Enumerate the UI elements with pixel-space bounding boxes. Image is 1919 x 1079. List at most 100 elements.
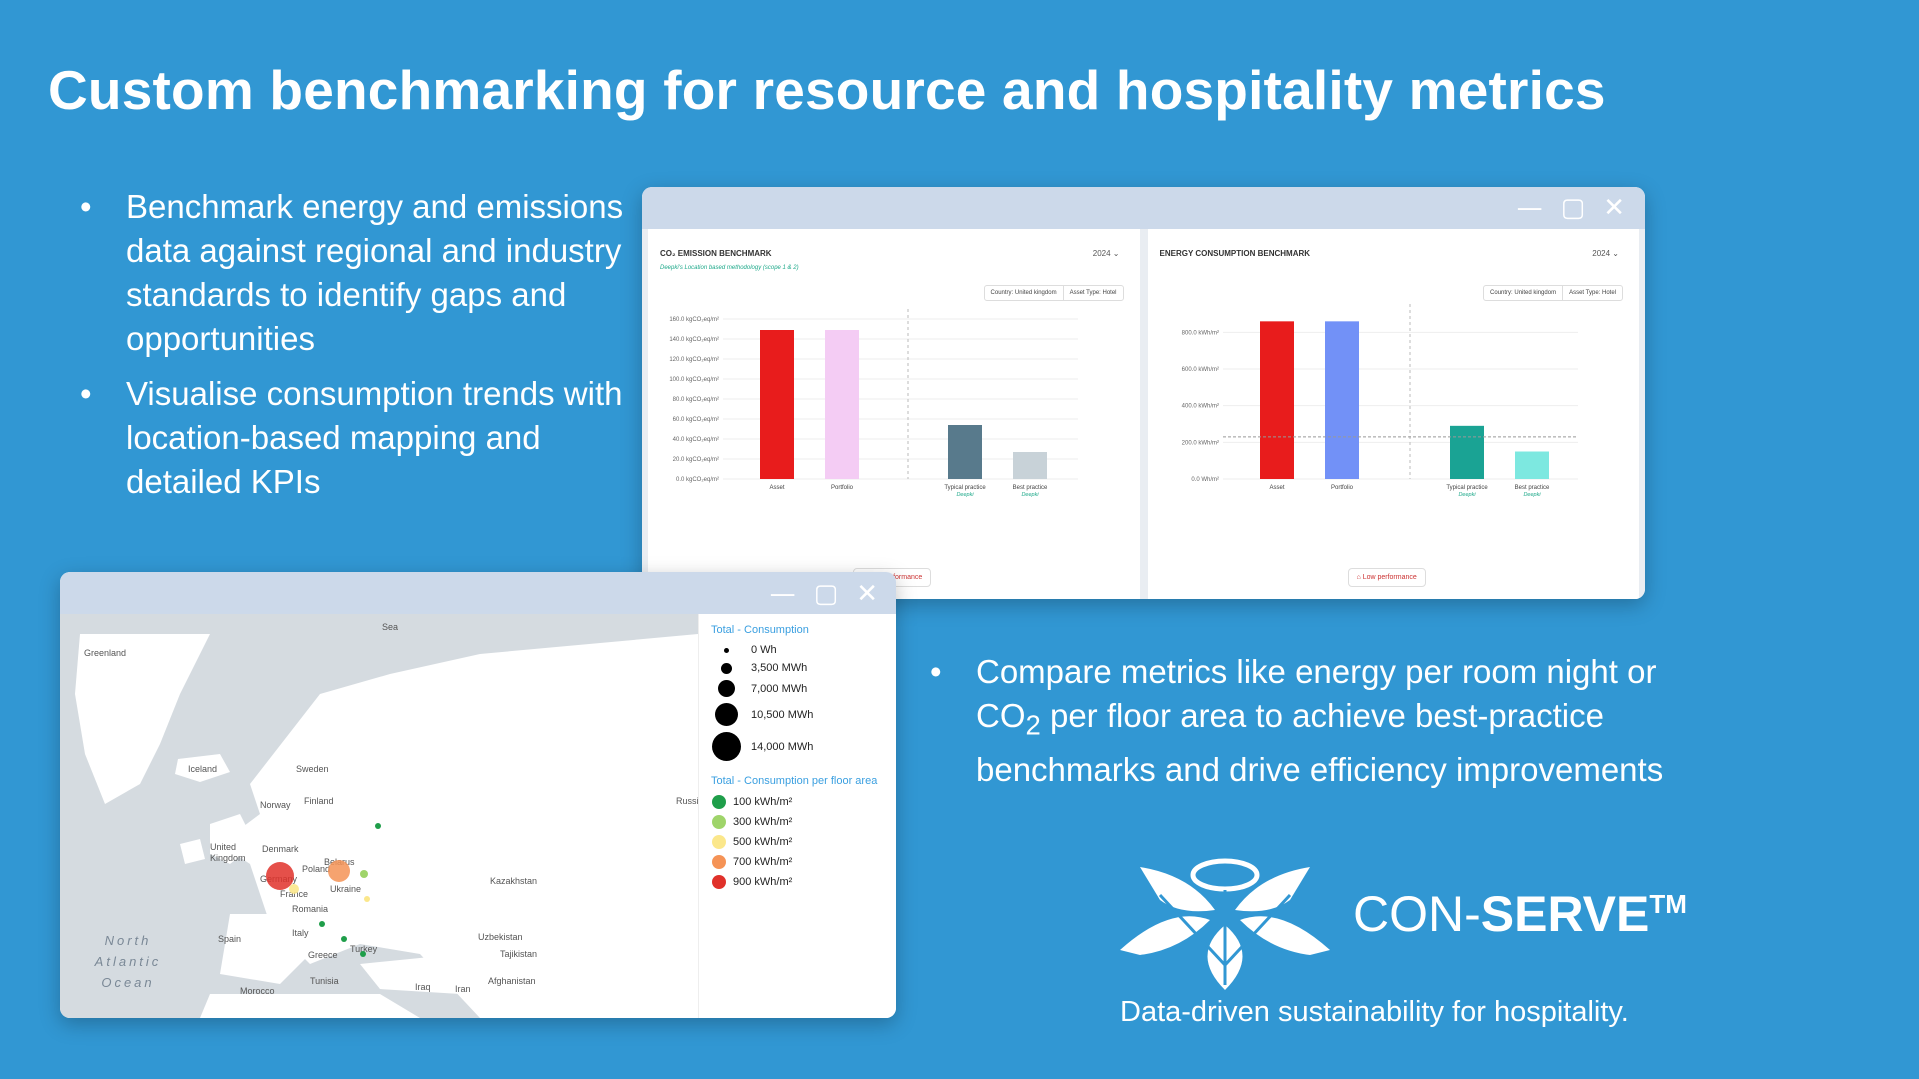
legend-color-label: 900 kWh/m² xyxy=(733,876,793,888)
co2-filter-chips: Country: United kingdom Asset Type: Hote… xyxy=(983,285,1124,301)
y-tick-label: 0.0 Wh/m² xyxy=(1191,477,1219,483)
brand-name-bold: SERVE xyxy=(1480,886,1650,942)
energy-filter-chips: Country: United kingdom Asset Type: Hote… xyxy=(1483,285,1623,301)
consumption-map[interactable]: Greenland Iceland Sea Sweden Finland Nor… xyxy=(60,614,698,1018)
brand-name: CON-SERVETM xyxy=(1353,885,1687,943)
legend-size-item: 0 Wh xyxy=(711,644,896,656)
co2-subscript: 2 xyxy=(1025,709,1041,741)
bubble-uk-london xyxy=(266,862,294,890)
maximize-icon[interactable]: ▢ xyxy=(1560,193,1586,223)
map-label-morocco: Morocco xyxy=(240,986,275,996)
europe-landmass xyxy=(75,634,698,1018)
minimize-icon[interactable]: — xyxy=(769,579,796,609)
map-label-iran: Iran xyxy=(455,984,471,994)
minimize-icon[interactable]: — xyxy=(1516,193,1543,223)
bar xyxy=(948,425,982,479)
window-titlebar[interactable]: — ▢ ✕ xyxy=(60,572,896,614)
country-filter[interactable]: Country: United kingdom xyxy=(1490,290,1557,296)
bullet-compare-post: per floor area to achieve best-practice … xyxy=(976,697,1664,788)
legend-color-label: 500 kWh/m² xyxy=(733,836,793,848)
map-label-tunisia: Tunisia xyxy=(310,976,339,986)
map-label-france: France xyxy=(280,889,309,899)
x-tick-label: Asset xyxy=(769,485,784,491)
legend-size-label: 0 Wh xyxy=(751,644,777,656)
y-tick-label: 160.0 kgCO₂eq/m² xyxy=(669,317,719,323)
bullet-compare: Compare metrics like energy per room nig… xyxy=(930,650,1710,792)
map-label-italy: Italy xyxy=(292,928,309,938)
energy-panel-title: ENERGY CONSUMPTION BENCHMARK xyxy=(1159,249,1311,258)
co2-panel-title: CO₂ EMISSION BENCHMARK xyxy=(660,249,772,258)
bar xyxy=(1514,451,1549,479)
legend-color-item: 700 kWh/m² xyxy=(711,855,896,869)
energy-year-value: 2024 xyxy=(1592,249,1611,258)
map-label-uzbekistan: Uzbekistan xyxy=(478,932,523,942)
map-label-russia: Russi xyxy=(676,796,698,806)
bubble-netherlands xyxy=(328,860,350,882)
low-performance-button[interactable]: ⌂ Low performance xyxy=(1347,568,1426,587)
map-label-norway: Norway xyxy=(260,800,291,810)
map-label-iceland: Iceland xyxy=(188,764,218,774)
con-serve-logo-icon xyxy=(1120,858,1330,990)
legend-size-label: 7,000 MWh xyxy=(751,682,808,695)
legend-color-title: Total - Consumption per floor area xyxy=(711,775,878,787)
x-sub-label: Deepki xyxy=(1523,492,1541,498)
window-titlebar[interactable]: — ▢ ✕ xyxy=(642,187,1645,229)
legend-size-label: 3,500 MWh xyxy=(751,662,808,674)
bubble-berlin xyxy=(360,870,368,878)
bar xyxy=(760,330,794,479)
y-tick-label: 140.0 kgCO₂eq/m² xyxy=(669,337,719,343)
close-icon[interactable]: ✕ xyxy=(1603,193,1625,223)
legend-color-item: 300 kWh/m² xyxy=(711,815,896,829)
co2-benchmark-panel: 0.0 kgCO₂eq/m² 20.0 kgCO₂eq/m² 40.0 kgCO₂e… xyxy=(648,229,1140,599)
bar xyxy=(1013,452,1047,479)
map-label-iraq: Iraq xyxy=(415,982,431,992)
x-tick-label: Typical practice xyxy=(944,485,986,491)
bubble-spain xyxy=(319,921,325,927)
brand-tagline: Data-driven sustainability for hospitali… xyxy=(1120,996,1629,1028)
legend-color-label: 300 kWh/m² xyxy=(733,816,793,828)
bullet-visualise: Visualise consumption trends with locati… xyxy=(80,372,640,504)
map-label-denmark: Denmark xyxy=(262,844,299,854)
co2-year-select[interactable]: 2024 ⌄ xyxy=(1093,249,1120,258)
energy-year-select[interactable]: 2024 ⌄ xyxy=(1592,249,1619,258)
x-sub-label: Deepki xyxy=(1021,492,1039,498)
benchmark-window: — ▢ ✕ 0.0 kgCO₂eq/m² 20.0 kgCO₂eq/m² 40.0 … xyxy=(642,187,1645,599)
bubble-greece xyxy=(360,951,366,957)
map-label-greenland: Greenland xyxy=(84,648,127,658)
low-performance-label: Low performance xyxy=(1362,574,1417,581)
y-tick-label: 60.0 kgCO₂eq/m² xyxy=(673,417,719,423)
close-icon[interactable]: ✕ xyxy=(856,579,878,609)
asset-type-filter[interactable]: Asset Type: Hotel xyxy=(1562,286,1622,300)
x-tick-label: Portfolio xyxy=(831,485,854,491)
bubble-paris xyxy=(289,884,299,894)
energy-benchmark-chart: 0.0 Wh/m² 200.0 kWh/m² 400.0 kWh/m² 600.0 k… xyxy=(1181,304,1578,498)
map-label-sweden: Sweden xyxy=(296,764,329,774)
co2-panel-subtitle: Deepki's Location based methodology (sco… xyxy=(660,265,799,271)
y-tick-label: 800.0 kWh/m² xyxy=(1181,330,1218,336)
bubble-stockholm xyxy=(375,823,381,829)
y-tick-label: 120.0 kgCO₂eq/m² xyxy=(669,357,719,363)
country-filter[interactable]: Country: United kingdom xyxy=(990,290,1057,296)
asset-type-filter[interactable]: Asset Type: Hotel xyxy=(1062,286,1123,300)
chevron-down-icon: ⌄ xyxy=(1112,249,1120,258)
y-tick-label: 80.0 kgCO₂eq/m² xyxy=(673,397,719,403)
legend-color-item: 100 kWh/m² xyxy=(711,795,896,809)
legend-size-label: 10,500 MWh xyxy=(751,708,814,721)
legend-size-item: 14,000 MWh xyxy=(711,732,896,761)
y-tick-label: 200.0 kWh/m² xyxy=(1181,440,1218,446)
x-tick-label: Portfolio xyxy=(1330,485,1353,491)
feature-list-right: Compare metrics like energy per room nig… xyxy=(930,650,1710,803)
legend-size-title: Total - Consumption xyxy=(711,624,809,636)
bar xyxy=(825,330,859,479)
chevron-down-icon: ⌄ xyxy=(1612,249,1619,258)
legend-size-label: 14,000 MWh xyxy=(751,740,814,753)
x-tick-label: Best practice xyxy=(1013,485,1048,491)
map-label-poland: Poland xyxy=(302,864,331,874)
maximize-icon[interactable]: ▢ xyxy=(813,579,839,609)
map-label-spain: Spain xyxy=(218,934,242,944)
energy-benchmark-panel: 0.0 Wh/m² 200.0 kWh/m² 400.0 kWh/m² 600.0 k… xyxy=(1147,229,1639,599)
x-tick-label: Typical practice xyxy=(1446,485,1488,491)
map-label-romania: Romania xyxy=(292,904,329,914)
y-tick-label: 400.0 kWh/m² xyxy=(1181,404,1218,410)
y-tick-label: 40.0 kgCO₂eq/m² xyxy=(673,437,719,443)
